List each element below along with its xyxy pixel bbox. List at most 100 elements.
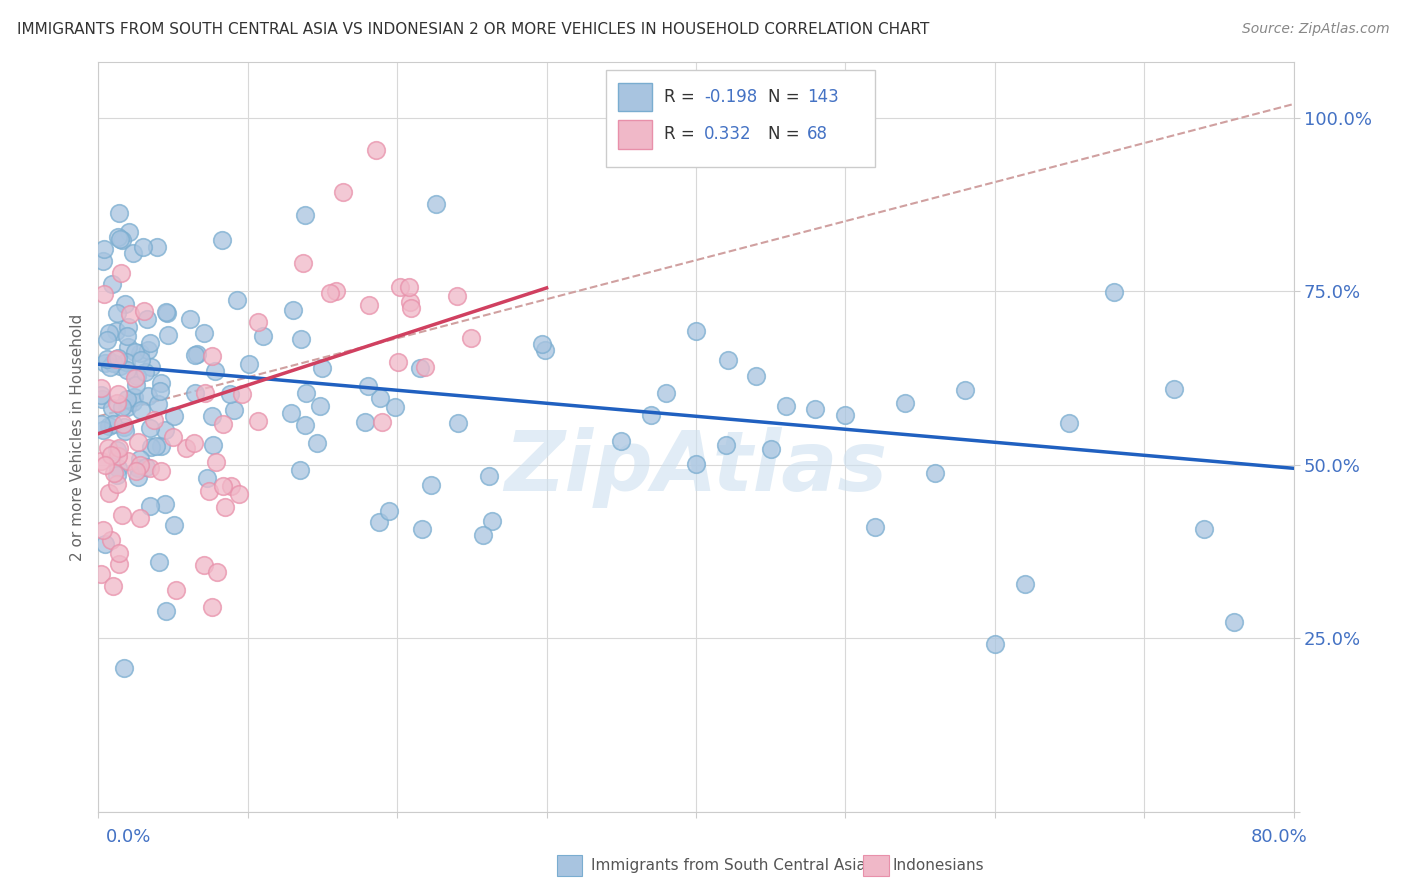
Point — [91, 423, 114, 437]
Point — [94, 356, 117, 370]
Point — [409, 361, 432, 376]
Bar — [606, 70, 876, 168]
Bar — [619, 120, 652, 149]
Point — [94, 537, 117, 551]
Point — [101, 580, 124, 594]
Point — [117, 454, 139, 468]
Point — [231, 387, 253, 401]
Point — [129, 458, 152, 472]
Point — [252, 329, 274, 343]
Point — [146, 240, 169, 254]
Point — [531, 336, 554, 351]
Point — [218, 387, 240, 401]
Point — [117, 340, 139, 354]
Point — [139, 421, 162, 435]
Point — [211, 417, 233, 432]
Point — [105, 467, 128, 482]
Point — [90, 392, 112, 407]
Point — [93, 242, 115, 256]
Point — [640, 408, 662, 422]
Point — [110, 232, 132, 246]
Point — [447, 417, 470, 431]
Point — [107, 230, 129, 244]
Point — [108, 441, 131, 455]
Point — [97, 326, 120, 340]
Point — [319, 286, 342, 301]
Point — [411, 523, 433, 537]
Point — [193, 326, 215, 341]
Point — [201, 350, 224, 364]
Point — [135, 311, 157, 326]
Point — [471, 527, 494, 541]
Point — [398, 280, 420, 294]
Point — [105, 351, 128, 366]
Point — [110, 266, 132, 280]
Y-axis label: 2 or more Vehicles in Household: 2 or more Vehicles in Household — [69, 313, 84, 561]
Point — [90, 387, 112, 401]
Text: -0.198: -0.198 — [704, 88, 758, 106]
Text: R =: R = — [664, 126, 700, 144]
Point — [110, 359, 132, 373]
Point — [280, 406, 302, 420]
Point — [655, 386, 678, 401]
Point — [107, 351, 129, 366]
Point — [132, 240, 155, 254]
Point — [865, 520, 887, 534]
Text: N =: N = — [768, 88, 804, 106]
Point — [125, 369, 148, 384]
Point — [97, 441, 120, 455]
Point — [247, 414, 270, 428]
Point — [156, 306, 179, 320]
Point — [136, 389, 159, 403]
Point — [309, 399, 332, 413]
Point — [129, 346, 152, 360]
Point — [114, 424, 136, 438]
Point — [420, 478, 443, 492]
Point — [129, 353, 152, 368]
Point — [129, 403, 152, 417]
Point — [115, 400, 138, 414]
Text: 0.332: 0.332 — [704, 126, 752, 144]
Point — [127, 461, 149, 475]
Point — [118, 307, 141, 321]
Point — [388, 280, 411, 294]
Point — [136, 343, 159, 357]
Point — [399, 301, 422, 315]
Point — [157, 328, 180, 343]
Point — [460, 331, 482, 345]
Point — [387, 355, 409, 369]
Point — [1163, 382, 1185, 396]
Point — [149, 376, 172, 390]
Point — [222, 403, 245, 417]
Point — [117, 329, 139, 343]
Point — [201, 409, 224, 424]
Point — [295, 385, 318, 400]
Point — [226, 293, 249, 307]
Point — [924, 467, 946, 481]
Point — [90, 567, 112, 582]
Point — [108, 206, 131, 220]
Point — [93, 286, 115, 301]
Point — [325, 284, 347, 298]
Text: 80.0%: 80.0% — [1251, 828, 1308, 846]
Point — [105, 396, 128, 410]
Point — [194, 386, 217, 401]
Point — [368, 391, 391, 405]
Point — [105, 476, 128, 491]
Point — [122, 246, 145, 260]
Point — [305, 435, 328, 450]
Point — [111, 233, 134, 247]
Point — [834, 408, 856, 422]
Point — [894, 396, 917, 410]
Point — [138, 461, 160, 475]
Point — [98, 360, 121, 375]
Point — [364, 143, 387, 157]
Point — [413, 360, 436, 375]
Point — [115, 363, 138, 377]
Point — [128, 510, 150, 524]
Point — [127, 470, 149, 484]
Point — [115, 355, 138, 369]
Point — [1059, 416, 1081, 430]
Point — [122, 390, 145, 404]
Point — [107, 387, 129, 401]
